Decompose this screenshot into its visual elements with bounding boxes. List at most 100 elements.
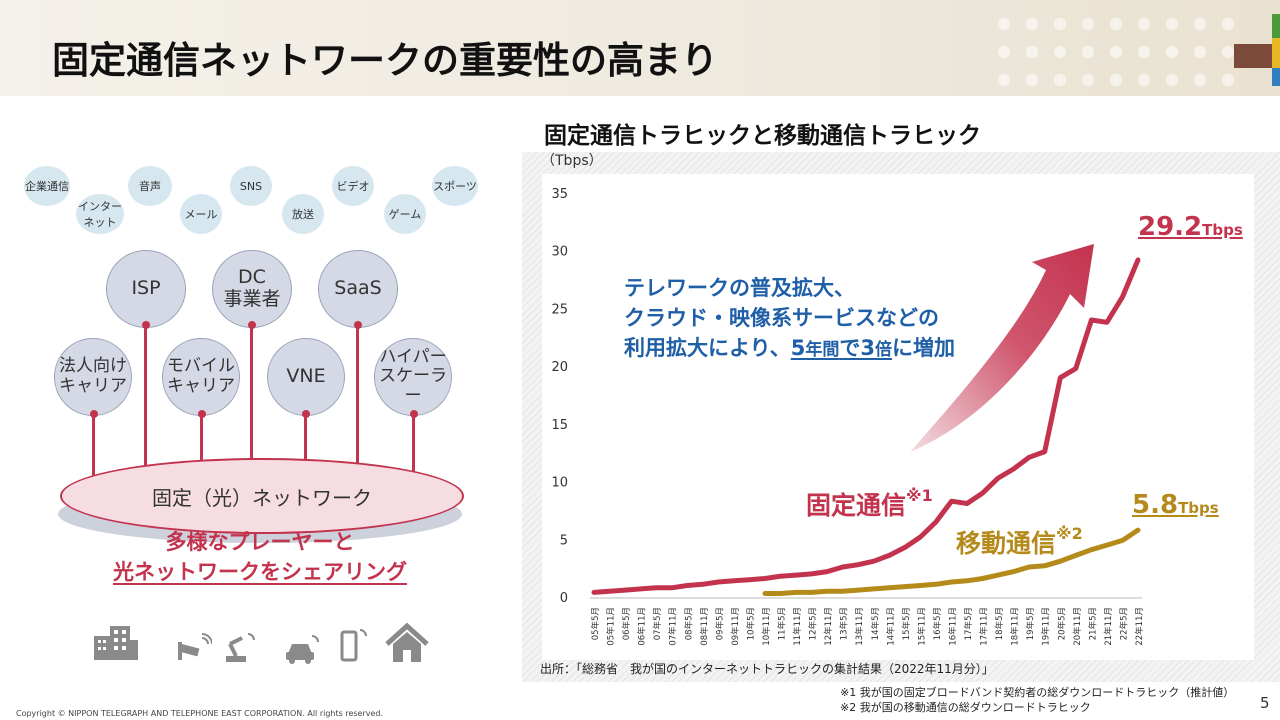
y-tick-label: 35 — [551, 187, 568, 202]
player-vne: VNE — [267, 338, 345, 416]
connector-stem — [200, 414, 203, 476]
service-bubble: 放送 — [282, 194, 324, 234]
y-axis-unit: （Tbps） — [541, 153, 603, 169]
sharing-message-line1: 多様なプレーヤーと — [165, 530, 355, 554]
x-tick-label: 11年5月 — [777, 607, 788, 640]
x-tick-label: 05年11月 — [606, 607, 617, 646]
connector-stem — [356, 326, 359, 476]
x-tick-label: 10年5月 — [745, 607, 756, 640]
x-tick-label: 08年5月 — [683, 607, 694, 640]
mobile-series-label: 移動通信※2 — [956, 524, 1083, 558]
annotation-line1: テレワークの普及拡大、 — [624, 276, 855, 300]
x-tick-label: 18年11月 — [1010, 607, 1021, 646]
x-tick-label: 12年11月 — [823, 607, 834, 646]
connector-stem — [92, 414, 95, 476]
connector-dot — [354, 321, 362, 329]
x-tick-label: 22年11月 — [1134, 607, 1145, 646]
x-tick-label: 14年5月 — [870, 607, 881, 640]
x-tick-label: 17年11月 — [979, 607, 990, 646]
header-band — [0, 0, 1280, 96]
annotation-line3: 利用拡大により、5年間で3倍に増加 — [624, 336, 955, 360]
x-tick-label: 18年5月 — [994, 607, 1005, 640]
player-mobile-carrier: モバイル キャリア — [162, 338, 240, 416]
x-tick-label: 07年11月 — [668, 607, 679, 646]
connector-stem — [412, 414, 415, 476]
x-tick-label: 13年5月 — [839, 607, 850, 640]
connector-dot — [198, 410, 206, 418]
header-pattern — [990, 10, 1240, 90]
growth-arrow — [910, 244, 1094, 452]
connector-stem — [144, 326, 147, 476]
player-hyperscaler: ハイパー スケーラー — [374, 338, 452, 416]
robot-arm-icon — [226, 633, 255, 662]
page-title: 固定通信ネットワークの重要性の高まり — [52, 39, 718, 82]
x-tick-label: 17年5月 — [963, 607, 974, 640]
page-number: 5 — [1260, 694, 1270, 712]
footnote-1: ※1 我が国の固定ブロードバンド契約者の総ダウンロードトラヒック（推計値） — [840, 686, 1235, 699]
x-tick-label: 16年5月 — [932, 607, 943, 640]
y-tick-label: 20 — [551, 360, 568, 375]
connector-stem — [250, 326, 253, 476]
corner-accent — [1272, 14, 1280, 86]
x-tick-label: 09年5月 — [714, 607, 725, 640]
x-tick-label: 15年5月 — [901, 607, 912, 640]
x-tick-label: 19年5月 — [1025, 607, 1036, 640]
x-tick-label: 08年11月 — [699, 607, 710, 646]
network-label: 固定（光）ネットワーク — [152, 485, 372, 510]
service-bubble: 音声 — [128, 166, 172, 206]
x-tick-label: 07年5月 — [652, 607, 663, 640]
mobile-end-value-label: 5.8Tbps — [1132, 490, 1219, 520]
service-bubble: スポーツ — [432, 166, 478, 206]
service-bubble: ゲーム — [384, 194, 426, 234]
player-isp: ISP — [106, 250, 186, 328]
annotation-line2: クラウド・映像系サービスなどの — [624, 306, 939, 330]
player-dc: DC 事業者 — [212, 250, 292, 328]
x-tick-label: 20年5月 — [1056, 607, 1067, 640]
service-bubble: インターネット — [76, 194, 124, 234]
fixed-network-disk: 固定（光）ネットワーク — [60, 458, 464, 534]
x-tick-label: 20年11月 — [1072, 607, 1083, 646]
fixed-end-value-label: 29.2Tbps — [1138, 212, 1243, 242]
x-tick-label: 14年11月 — [885, 607, 896, 646]
x-tick-label: 11年11月 — [792, 607, 803, 646]
corner-accent — [1272, 68, 1280, 86]
service-bubble: 企業通信 — [24, 166, 70, 206]
x-tick-label: 15年11月 — [916, 607, 927, 646]
house-icon — [385, 622, 429, 662]
service-bubble: SNS — [230, 166, 272, 206]
corner-accent — [1272, 14, 1280, 38]
camera-icon — [178, 633, 212, 660]
building-icon — [94, 626, 138, 660]
chart-source: 出所：「総務省 我が国のインターネットトラヒックの集計結果（2022年11月分）… — [540, 662, 994, 676]
traffic-line-chart: 0 5 10 15 20 25 30 35 05年5月 05年11月 06年5月 06年11月 07年5… — [551, 187, 1145, 646]
service-bubble: メール — [180, 194, 222, 234]
x-tick-label: 16年11月 — [947, 607, 958, 646]
connector-dot — [90, 410, 98, 418]
y-tick-label: 10 — [551, 476, 568, 491]
y-tick-label: 25 — [551, 302, 568, 317]
player-corporate-carrier: 法人向け キャリア — [54, 338, 132, 416]
x-tick-label: 06年5月 — [621, 607, 632, 640]
fixed-traffic-line — [591, 257, 1141, 595]
y-tick-label: 5 — [560, 533, 568, 548]
connector-stem — [304, 414, 307, 476]
footnote-2: ※2 我が国の移動通信の総ダウンロードトラヒック — [840, 701, 1091, 714]
x-tick-label: 06年11月 — [637, 607, 648, 646]
x-tick-label: 19年11月 — [1041, 607, 1052, 646]
copyright: Copyright © NIPPON TELEGRAPH AND TELEPHO… — [16, 709, 384, 718]
x-tick-label: 10年11月 — [761, 607, 772, 646]
player-saas: SaaS — [318, 250, 398, 328]
x-tick-label: 21年5月 — [1087, 607, 1098, 640]
connector-dot — [142, 321, 150, 329]
y-tick-label: 0 — [560, 591, 568, 606]
fixed-series-label: 固定通信※1 — [806, 486, 933, 520]
y-tick-label: 15 — [551, 418, 568, 433]
chart-title: 固定通信トラヒックと移動通信トラヒック — [544, 123, 981, 149]
x-tick-label: 13年11月 — [854, 607, 865, 646]
x-tick-label: 22年5月 — [1118, 607, 1129, 640]
y-tick-label: 30 — [551, 245, 568, 260]
connector-dot — [302, 410, 310, 418]
mobile-traffic-line — [762, 527, 1141, 596]
plot-area — [542, 174, 1254, 660]
car-icon — [286, 635, 319, 664]
